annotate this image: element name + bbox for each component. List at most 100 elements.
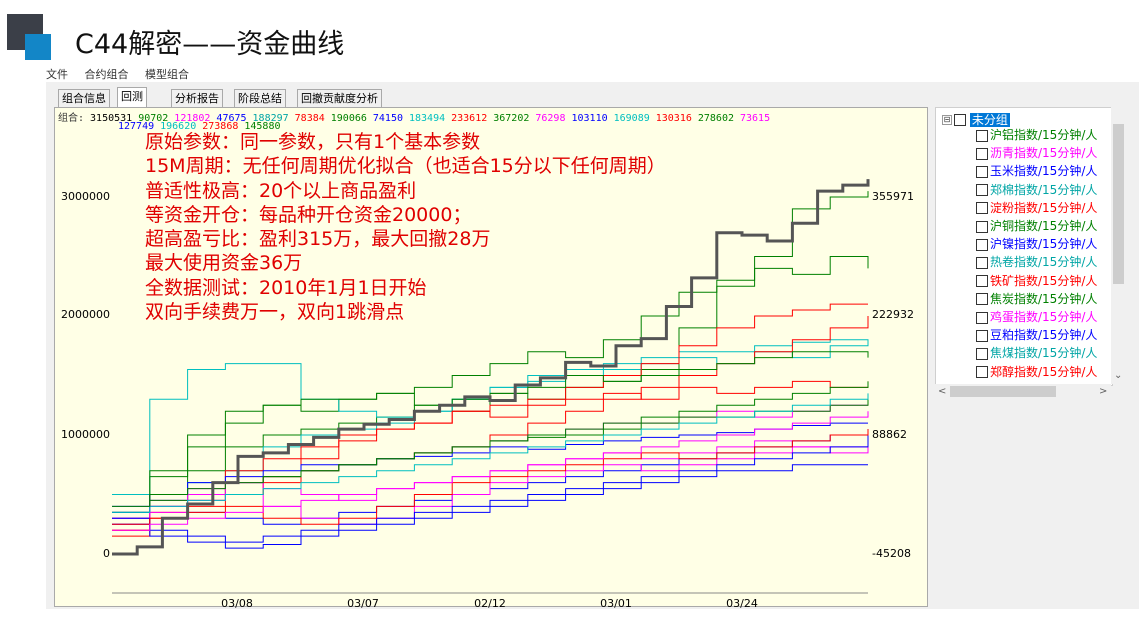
- checkbox[interactable]: [954, 113, 966, 126]
- tree-item[interactable]: 沪铜指数/15分钟/人: [976, 218, 1097, 235]
- tree-item[interactable]: 沪镍指数/15分钟/人: [976, 236, 1097, 253]
- checkbox[interactable]: [976, 147, 988, 160]
- total-equity-line: [112, 179, 870, 556]
- checkbox[interactable]: [976, 311, 988, 324]
- tree-item[interactable]: 铁矿指数/15分钟/人: [976, 273, 1097, 290]
- checkbox[interactable]: [976, 165, 988, 178]
- series-line-4: [112, 303, 868, 531]
- tree-item[interactable]: 豆粕指数/15分钟/人: [976, 327, 1097, 344]
- legend-value: 145880: [244, 121, 281, 132]
- tree-item-label: 热卷指数/15分钟/人: [990, 255, 1098, 270]
- series-line-15: [112, 464, 868, 549]
- checkbox[interactable]: [976, 293, 988, 306]
- menu-bar: 文件 合约组合 模型组合: [46, 66, 202, 82]
- legend-value: 188297: [252, 113, 289, 124]
- tree-root-label: 未分组: [969, 113, 1010, 127]
- legend-row-1: 组合: 3150531 90702 121802 47675 188297 78384 190…: [58, 109, 782, 124]
- menu-contract-portfolio[interactable]: 合约组合: [84, 68, 129, 81]
- tree-item[interactable]: 郑醇指数/15分钟/人: [976, 364, 1097, 381]
- tab-drawdown-contribution[interactable]: 回撤贡献度分析: [297, 89, 382, 108]
- tree-horizontal-scroll-thumb[interactable]: [950, 386, 1056, 397]
- y-axis-right-tick: 355971: [872, 190, 914, 203]
- series-line-18: [112, 381, 869, 507]
- legend-value: 278602: [697, 113, 734, 124]
- legend-row-2: 127749 196620 273868 145880: [118, 121, 293, 132]
- tree-item[interactable]: 淀粉指数/15分钟/人: [976, 200, 1097, 217]
- scroll-down-icon[interactable]: ⌄: [1114, 370, 1123, 381]
- menu-file[interactable]: 文件: [46, 68, 68, 81]
- tree-item[interactable]: 沪铝指数/15分钟/人: [976, 127, 1097, 144]
- legend-value: 127749: [118, 121, 155, 132]
- x-axis-tick: 03/08: [221, 597, 253, 610]
- legend-value: 190066: [330, 113, 367, 124]
- checkbox[interactable]: [976, 184, 988, 197]
- tree-item-label: 沪镍指数/15分钟/人: [990, 237, 1098, 252]
- note-line: 原始参数：同一参数，只有1个基本参数: [145, 131, 481, 153]
- tree-item[interactable]: 郑棉指数/15分钟/人: [976, 182, 1097, 199]
- checkbox[interactable]: [976, 220, 988, 233]
- tab-portfolio-info[interactable]: 组合信息: [58, 89, 110, 108]
- tree-item[interactable]: 焦煤指数/15分钟/人: [976, 345, 1097, 362]
- legend-value: 273868: [202, 121, 239, 132]
- tree-item-label: 沪铜指数/15分钟/人: [990, 219, 1098, 233]
- tree-item[interactable]: 焦炭指数/15分钟/人: [976, 291, 1097, 308]
- y-axis-right-tick: -45208: [872, 547, 911, 560]
- legend-value: 47675: [216, 113, 247, 124]
- menu-model-portfolio[interactable]: 模型组合: [145, 68, 189, 81]
- tab-backtest[interactable]: 回测: [117, 87, 147, 109]
- legend-value: 76298: [535, 113, 566, 124]
- tree-root-ungrouped[interactable]: ⊟ 未分组: [942, 111, 1010, 127]
- legend-value: 90702: [138, 113, 169, 124]
- checkbox[interactable]: [976, 256, 988, 269]
- tree-item-label: 玉米指数/15分钟/人: [990, 164, 1098, 179]
- series-line-17: [112, 393, 869, 513]
- tab-analysis-report[interactable]: 分析报告: [171, 89, 223, 108]
- y-axis-left-tick: 0: [103, 547, 110, 560]
- note-line: 最大使用资金36万: [145, 252, 303, 275]
- note-line: 超高盈亏比：盈利315万，最大回撤28万: [145, 228, 491, 251]
- legend-prefix: 组合:: [58, 113, 85, 124]
- legend-value: 3150531: [90, 113, 133, 124]
- legend-value: 130316: [655, 113, 692, 124]
- scroll-right-icon[interactable]: >: [1099, 386, 1108, 397]
- tree-item[interactable]: 沥青指数/15分钟/人: [976, 145, 1097, 162]
- strategy-notes: 原始参数：同一参数，只有1个基本参数 15M周期：无任何周期优化拟合（也适合15…: [145, 130, 666, 324]
- tree-item-label: 焦炭指数/15分钟/人: [990, 291, 1098, 306]
- note-line: 等资金开仓：每品种开仓资金20000；: [145, 203, 472, 226]
- tree-item-label: 淀粉指数/15分钟/人: [990, 200, 1098, 215]
- checkbox[interactable]: [976, 202, 988, 215]
- checkbox[interactable]: [976, 275, 988, 288]
- legend-value: 74150: [372, 113, 403, 124]
- y-axis-right-tick: 222932: [872, 308, 914, 321]
- tree-vertical-scroll-thumb[interactable]: [1113, 124, 1124, 284]
- legend-value: 73615: [739, 113, 771, 124]
- tree-item-label: 豆粕指数/15分钟/人: [990, 328, 1098, 343]
- series-line-1: [112, 256, 869, 513]
- tab-stage-summary[interactable]: 阶段总结: [234, 89, 286, 108]
- tree-item[interactable]: 玉米指数/15分钟/人: [976, 163, 1097, 180]
- checkbox[interactable]: [976, 329, 988, 342]
- tree-item-label: 焦煤指数/15分钟/人: [990, 346, 1098, 361]
- y-axis-left-tick: 1000000: [61, 428, 110, 441]
- tree-item-label: 郑棉指数/15分钟/人: [990, 182, 1098, 197]
- legend-value: 233612: [451, 113, 488, 124]
- tree-item[interactable]: 热卷指数/15分钟/人: [976, 254, 1097, 271]
- y-axis-right-tick: 88862: [872, 428, 907, 441]
- tree-item-label: 鸡蛋指数/15分钟/人: [990, 310, 1098, 324]
- legend-value: 78384: [294, 113, 325, 124]
- series-line-6: [112, 351, 869, 519]
- contract-tree: ⊟ 未分组 沪铝指数/15分钟/人 沥青指数/15分钟/人 玉米指数/15分钟/人郑…: [935, 107, 1113, 386]
- y-axis-left-tick: 3000000: [61, 190, 110, 203]
- legend-value: 103110: [571, 113, 608, 124]
- tree-item-label: 沪铝指数/15分钟/人: [990, 128, 1098, 142]
- x-axis-tick: 03/01: [600, 597, 632, 610]
- x-axis-tick: 03/07: [347, 597, 379, 610]
- checkbox[interactable]: [976, 347, 988, 360]
- scroll-left-icon[interactable]: <: [938, 386, 947, 397]
- checkbox[interactable]: [976, 238, 988, 251]
- tree-item[interactable]: 鸡蛋指数/15分钟/人: [976, 309, 1097, 326]
- legend-value: 169089: [613, 113, 650, 124]
- checkbox[interactable]: [976, 366, 988, 379]
- checkbox[interactable]: [976, 129, 988, 142]
- collapse-icon[interactable]: ⊟: [942, 114, 952, 125]
